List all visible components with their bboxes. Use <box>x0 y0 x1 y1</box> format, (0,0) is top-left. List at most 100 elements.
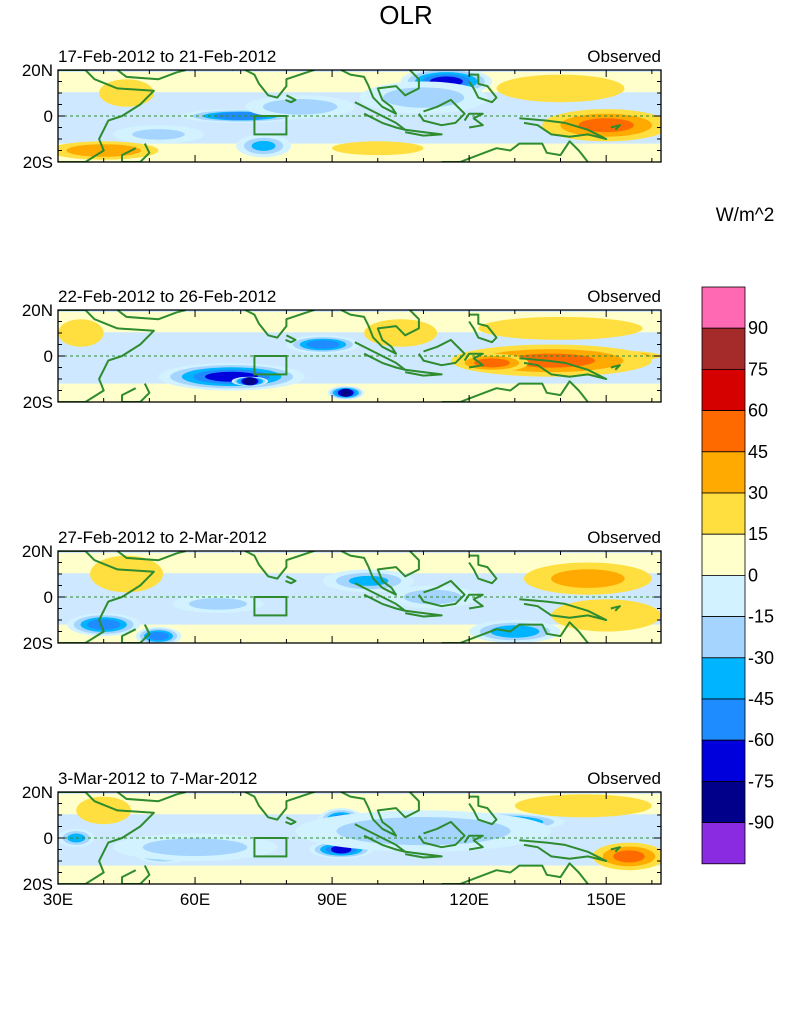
olr-anomaly-feature <box>295 810 552 852</box>
coastline <box>354 823 407 853</box>
coastline <box>58 310 155 402</box>
olr-anomaly-feature <box>523 562 652 595</box>
olr-field <box>58 310 661 402</box>
coastline <box>285 575 297 585</box>
coastline <box>116 310 187 321</box>
y-tick-label: 0 <box>44 829 53 848</box>
coastline <box>121 143 151 162</box>
y-tick-label: 20N <box>22 783 53 802</box>
coastline <box>285 816 297 826</box>
y-tick-label: 0 <box>44 107 53 126</box>
coastline <box>340 792 420 837</box>
coastline <box>519 117 608 140</box>
olr-anomaly-feature <box>364 319 438 347</box>
y-tick-label: 20S <box>23 393 53 412</box>
olr-contour-level-15 <box>514 794 652 818</box>
olr-contour-level-15 <box>478 316 643 340</box>
panel-observed-label: Observed <box>587 47 661 66</box>
y-tick-label: 20N <box>22 301 53 320</box>
olr-anomaly-feature <box>236 134 291 158</box>
colorbar-swatch <box>701 616 746 659</box>
olr-contour-level-15 <box>364 319 438 347</box>
colorbar-label: -45 <box>748 689 774 709</box>
coastline <box>58 551 155 643</box>
x-axis: 30E 60E 90E 120E 150E <box>43 890 626 909</box>
coastline <box>418 338 466 367</box>
olr-anomaly-feature <box>172 594 264 614</box>
olr-contour-level--30 <box>132 129 185 140</box>
olr-contour-level-30 <box>551 569 625 588</box>
coastline <box>468 554 498 585</box>
olr-contour-level--60 <box>148 631 169 641</box>
colorbar-label: 45 <box>748 442 768 462</box>
colorbar-swatch <box>701 410 746 453</box>
x-tick-label: 150E <box>586 890 626 909</box>
coastline <box>285 94 297 104</box>
olr-contour-level--45 <box>251 140 276 151</box>
olr-contour-level--30 <box>188 598 247 610</box>
olr-contour-level--30 <box>382 87 465 108</box>
olr-anomaly-feature <box>112 125 205 144</box>
olr-anomaly-feature <box>286 335 360 354</box>
coastline <box>441 862 589 884</box>
coastline <box>441 621 589 643</box>
colorbar-label: 90 <box>748 318 768 338</box>
colorbar-label: -90 <box>748 813 774 833</box>
colorbar-swatch <box>701 739 746 782</box>
olr-contour-level--30 <box>142 838 248 856</box>
y-tick-label: 20S <box>23 153 53 172</box>
olr-anomaly-feature <box>112 833 278 861</box>
x-tick-label: 60E <box>180 890 210 909</box>
coastlines <box>58 792 621 884</box>
colorbar-label: -75 <box>748 771 774 791</box>
x-tick-label: 90E <box>317 890 347 909</box>
y-tick-label: 0 <box>44 347 53 366</box>
x-tick-label: 120E <box>449 890 489 909</box>
olr-anomaly-feature <box>58 319 104 347</box>
panel-observed-label: Observed <box>587 528 661 547</box>
coastline <box>340 70 420 115</box>
coastline <box>121 624 151 643</box>
coastline <box>121 383 151 402</box>
panel-observed-label: Observed <box>587 769 661 788</box>
colorbar-label: 0 <box>748 565 758 585</box>
olr-anomaly-feature <box>158 362 305 391</box>
colorbar-label: -60 <box>748 730 774 750</box>
colorbar-swatch <box>701 781 746 824</box>
coastline <box>231 310 318 339</box>
olr-anomaly-feature <box>76 796 132 825</box>
colorbar-swatch <box>701 698 746 741</box>
olr-contour-level-45 <box>613 850 645 863</box>
coastline <box>610 364 621 371</box>
olr-anomaly-feature <box>542 109 661 142</box>
coastline <box>231 70 318 99</box>
coastline <box>610 846 621 853</box>
coastline <box>340 310 420 355</box>
olr-field <box>58 70 661 162</box>
coastline <box>418 579 466 608</box>
coastline <box>121 865 151 884</box>
coastline <box>58 792 155 884</box>
colorbar-label: 60 <box>748 401 768 421</box>
coastline <box>519 598 608 621</box>
olr-anomaly-feature <box>67 613 141 637</box>
olr-contour-level-15 <box>332 141 424 156</box>
coastline <box>610 605 621 612</box>
coastlines <box>58 70 621 162</box>
coastline <box>405 128 443 137</box>
olr-panel-1: 20N 0 20S 17-Feb-2012 to 21-Feb-2012 Observe… <box>22 47 662 172</box>
panel-period-label: 17-Feb-2012 to 21-Feb-2012 <box>58 47 276 66</box>
olr-field <box>58 551 661 643</box>
coastline <box>116 551 187 562</box>
olr-contour-level--30 <box>262 99 338 115</box>
colorbar-label: 30 <box>748 483 768 503</box>
olr-contour-level--45 <box>490 625 540 638</box>
olr-panel-2: 20N 0 20S 22-Feb-2012 to 26-Feb-2012 Observe… <box>22 287 662 412</box>
panel-observed-label: Observed <box>587 287 661 306</box>
olr-anomaly-feature <box>592 842 661 871</box>
olr-field <box>58 792 661 884</box>
colorbar: 90 75 60 45 30 15 0 -15 -30 -45 -60 -75 -90 <box>701 286 774 865</box>
colorbar-label: -15 <box>748 607 774 627</box>
colorbar-swatch <box>701 822 746 865</box>
